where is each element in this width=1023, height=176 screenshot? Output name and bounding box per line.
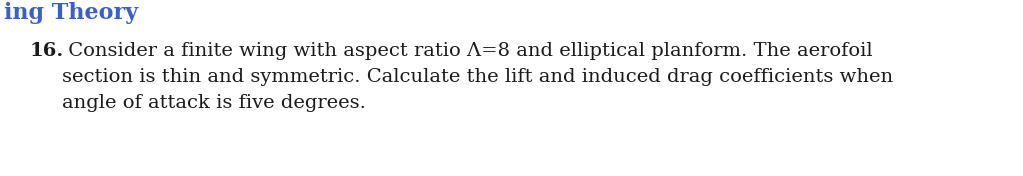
Text: angle of attack is five degrees.: angle of attack is five degrees.	[62, 94, 366, 112]
Text: Consider a finite wing with aspect ratio Λ=8 and elliptical planform. The aerofo: Consider a finite wing with aspect ratio…	[62, 42, 873, 60]
Text: 16.: 16.	[30, 42, 64, 60]
Text: ing Theory: ing Theory	[4, 2, 138, 24]
Text: section is thin and symmetric. Calculate the lift and induced drag coefficients : section is thin and symmetric. Calculate…	[62, 68, 893, 86]
